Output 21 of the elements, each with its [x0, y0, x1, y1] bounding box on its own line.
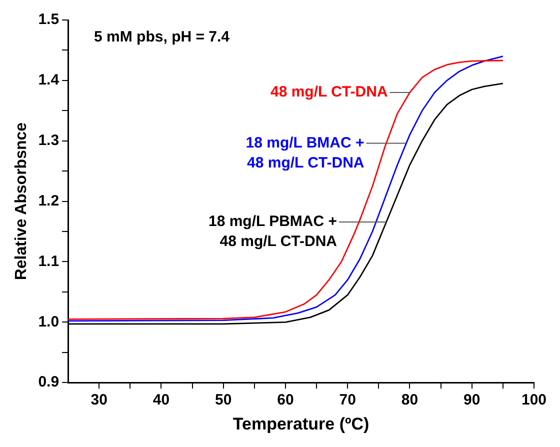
y-tick-label: 1.1 [38, 252, 60, 270]
y-tick-label: 1.4 [38, 72, 60, 89]
x-tick-label: 80 [401, 392, 418, 409]
y-tick-label: 1.5 [38, 11, 60, 28]
y-axis-title: Relative Absorbsnce [13, 122, 30, 280]
x-tick-label: 60 [277, 392, 294, 409]
x-tick-label: 70 [339, 392, 356, 409]
annotation: 5 mM pbs, pH = 7.4 [94, 28, 230, 46]
x-tick-label: 40 [152, 392, 170, 409]
x-tick-label: 90 [464, 392, 480, 409]
y-tick-label: 1.0 [38, 313, 60, 330]
x-axis-title: Temperature (ºC) [232, 414, 370, 434]
x-tick-label: 50 [215, 392, 232, 409]
text: 18 mg/L PBMAC + 48 mg/L CT-DNA [208, 213, 338, 250]
y-tick-label: 1.2 [38, 192, 60, 210]
series-label: 48 mg/L CT-DNA [270, 84, 388, 101]
series-label: 18 mg/L BMAC + 48 mg/L CT-DNA [246, 134, 364, 172]
y-tick-label: 1.3 [38, 132, 60, 150]
x-tick-label: 30 [90, 392, 108, 409]
y-tick-label: 0.9 [38, 374, 60, 391]
x-tick-label: 100 [521, 392, 547, 409]
